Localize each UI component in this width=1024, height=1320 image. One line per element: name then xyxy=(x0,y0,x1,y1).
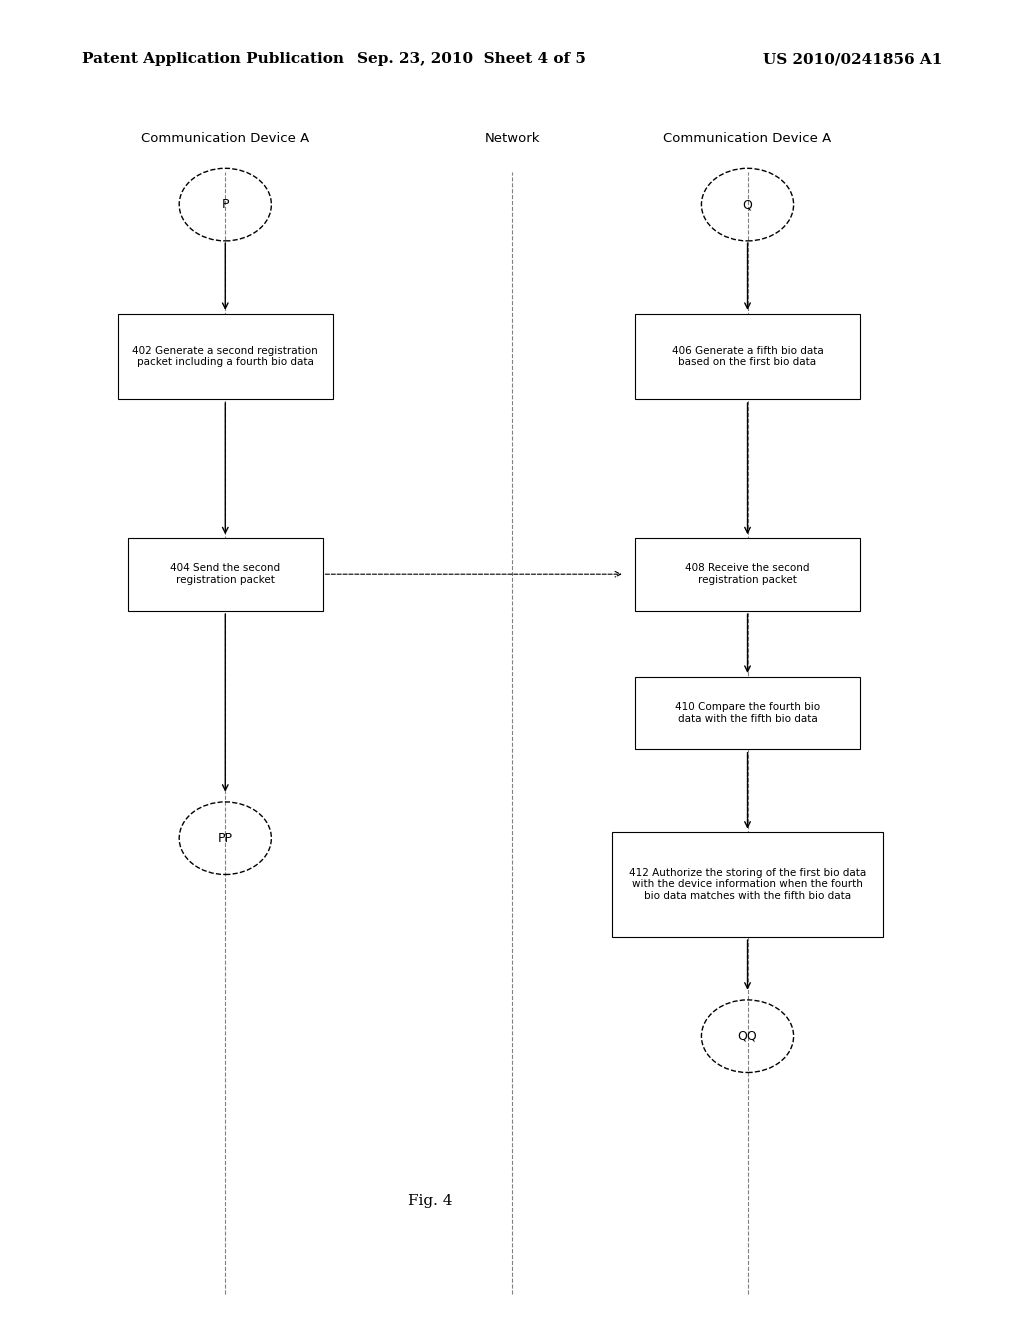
Text: 406 Generate a fifth bio data
based on the first bio data: 406 Generate a fifth bio data based on t… xyxy=(672,346,823,367)
Text: 408 Receive the second
registration packet: 408 Receive the second registration pack… xyxy=(685,564,810,585)
FancyBboxPatch shape xyxy=(635,676,860,750)
FancyBboxPatch shape xyxy=(128,539,323,610)
FancyBboxPatch shape xyxy=(635,539,860,610)
Text: Fig. 4: Fig. 4 xyxy=(408,1195,453,1208)
FancyBboxPatch shape xyxy=(635,314,860,399)
Text: 412 Authorize the storing of the first bio data
with the device information when: 412 Authorize the storing of the first b… xyxy=(629,867,866,902)
Text: PP: PP xyxy=(218,832,232,845)
FancyBboxPatch shape xyxy=(118,314,333,399)
Text: 410 Compare the fourth bio
data with the fifth bio data: 410 Compare the fourth bio data with the… xyxy=(675,702,820,723)
Text: Patent Application Publication: Patent Application Publication xyxy=(82,53,344,66)
Text: QQ: QQ xyxy=(737,1030,758,1043)
Text: Communication Device A: Communication Device A xyxy=(664,132,831,145)
Text: 402 Generate a second registration
packet including a fourth bio data: 402 Generate a second registration packe… xyxy=(132,346,318,367)
Text: Network: Network xyxy=(484,132,540,145)
Text: P: P xyxy=(221,198,229,211)
Text: Communication Device A: Communication Device A xyxy=(141,132,309,145)
Text: Sep. 23, 2010  Sheet 4 of 5: Sep. 23, 2010 Sheet 4 of 5 xyxy=(356,53,586,66)
Text: 404 Send the second
registration packet: 404 Send the second registration packet xyxy=(170,564,281,585)
Text: US 2010/0241856 A1: US 2010/0241856 A1 xyxy=(763,53,942,66)
FancyBboxPatch shape xyxy=(611,832,883,937)
Text: Q: Q xyxy=(742,198,753,211)
